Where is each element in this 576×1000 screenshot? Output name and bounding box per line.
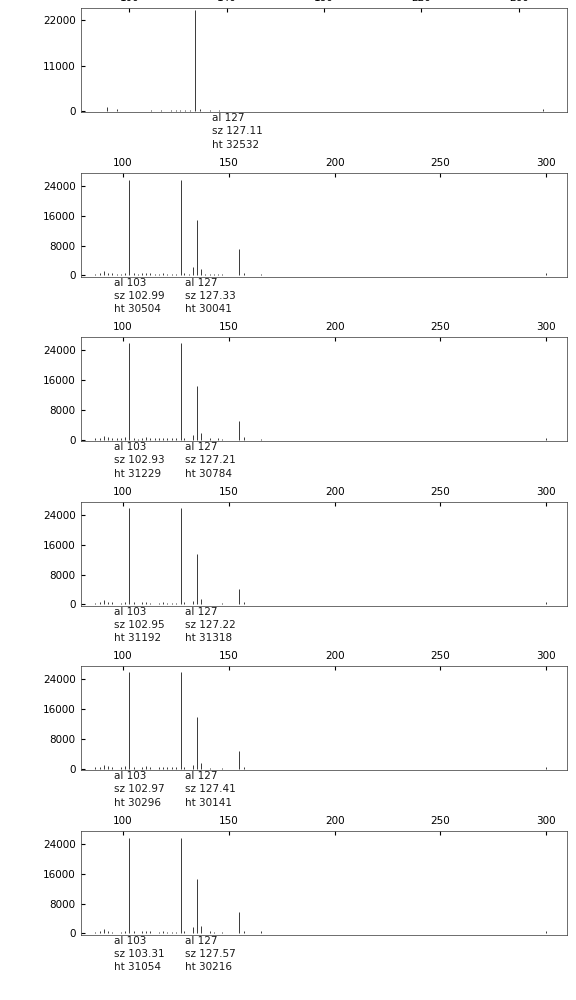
Text: al 127
sz 127.33
ht 30041: al 127 sz 127.33 ht 30041	[185, 278, 236, 314]
Text: al 103
sz 102.93
ht 31229: al 103 sz 102.93 ht 31229	[113, 442, 164, 479]
Text: al 127
sz 127.11
ht 32532: al 127 sz 127.11 ht 32532	[212, 113, 263, 150]
Text: al 127
sz 127.21
ht 30784: al 127 sz 127.21 ht 30784	[185, 442, 236, 479]
Text: al 127
sz 127.22
ht 31318: al 127 sz 127.22 ht 31318	[185, 607, 236, 643]
Text: al 103
sz 103.31
ht 31054: al 103 sz 103.31 ht 31054	[113, 936, 164, 972]
Text: al 103
sz 102.99
ht 30504: al 103 sz 102.99 ht 30504	[113, 278, 164, 314]
Text: al 103
sz 102.95
ht 31192: al 103 sz 102.95 ht 31192	[113, 607, 164, 643]
Text: al 127
sz 127.57
ht 30216: al 127 sz 127.57 ht 30216	[185, 936, 236, 972]
Text: al 103
sz 102.97
ht 30296: al 103 sz 102.97 ht 30296	[113, 771, 164, 808]
Text: al 127
sz 127.41
ht 30141: al 127 sz 127.41 ht 30141	[185, 771, 236, 808]
